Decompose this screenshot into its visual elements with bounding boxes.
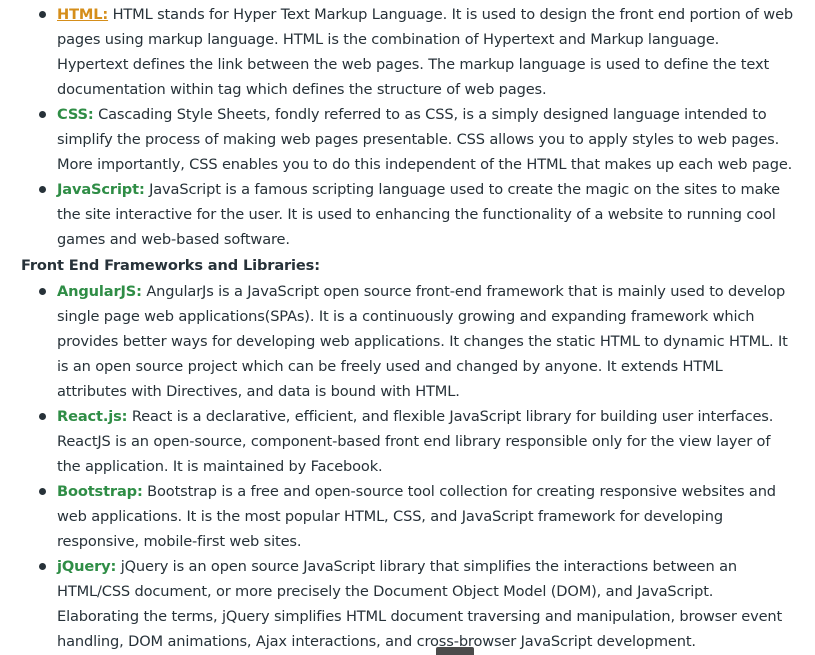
item-term-colon: :: [110, 558, 117, 575]
bullet-icon: [39, 413, 46, 420]
item-description: AngularJs is a JavaScript open source fr…: [57, 283, 788, 400]
item-description: HTML stands for Hyper Text Markup Langua…: [57, 6, 794, 98]
item-term: jQuery: [57, 558, 111, 575]
bullet-icon: [39, 288, 46, 295]
list-item-css: CSS: Cascading Style Sheets, fondly refe…: [39, 102, 793, 177]
bullet-icon: [39, 186, 46, 193]
item-term: JavaScript: [57, 181, 139, 198]
bullet-icon: [39, 111, 46, 118]
item-term-colon: :: [138, 181, 145, 198]
item-term-colon: :: [136, 283, 142, 300]
list-item-jquery: jQuery: jQuery is an open source JavaScr…: [39, 554, 793, 654]
item-term: Bootstrap: [57, 483, 137, 500]
frontend-languages-list: HTML: HTML stands for Hyper Text Markup …: [21, 2, 793, 252]
list-item-angularjs: AngularJS: AngularJs is a JavaScript ope…: [39, 279, 793, 404]
html-link[interactable]: HTML:: [57, 6, 109, 23]
bullet-icon: [39, 563, 46, 570]
item-term: CSS:: [57, 106, 94, 123]
bullet-icon: [39, 11, 46, 18]
list-item-html: HTML: HTML stands for Hyper Text Markup …: [39, 2, 794, 102]
item-description: JavaScript is a famous scripting languag…: [57, 181, 780, 248]
item-description: Bootstrap is a free and open-source tool…: [57, 483, 776, 550]
list-item-reactjs: React.js: React is a declarative, effici…: [39, 404, 793, 479]
item-term: AngularJS: [57, 283, 137, 300]
scroll-to-top-tab[interactable]: [436, 647, 474, 655]
item-term: React.js: [57, 408, 122, 425]
bullet-icon: [39, 488, 46, 495]
article-content: HTML: HTML stands for Hyper Text Markup …: [21, 2, 793, 654]
section-heading: Front End Frameworks and Libraries:: [21, 257, 320, 274]
item-description: React is a declarative, efficient, and f…: [57, 408, 774, 475]
item-term-colon: :: [121, 408, 128, 425]
list-item-bootstrap: Bootstrap: Bootstrap is a free and open-…: [39, 479, 793, 554]
item-term-colon: :: [136, 483, 143, 500]
item-description: Cascading Style Sheets, fondly referred …: [57, 106, 793, 173]
item-description: jQuery is an open source JavaScript libr…: [57, 558, 783, 650]
frameworks-list: AngularJS: AngularJs is a JavaScript ope…: [21, 279, 793, 654]
list-item-javascript: JavaScript: JavaScript is a famous scrip…: [39, 177, 793, 252]
